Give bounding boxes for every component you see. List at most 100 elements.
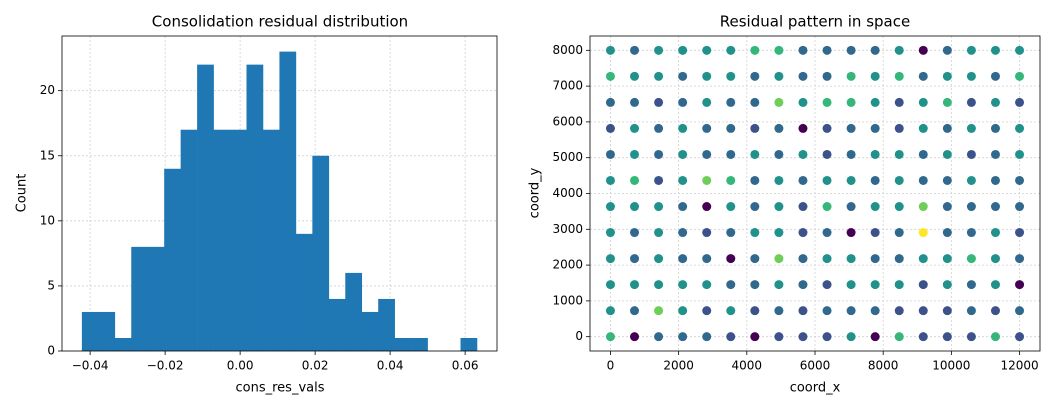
point — [774, 175, 784, 185]
point — [726, 45, 736, 55]
point — [870, 71, 880, 81]
point — [774, 254, 784, 264]
axes-frame — [589, 35, 1041, 352]
x-tick-label: 12000 — [1000, 359, 1038, 373]
point — [798, 332, 808, 342]
point — [1015, 123, 1025, 133]
point — [726, 202, 736, 212]
point — [894, 123, 904, 133]
point — [630, 123, 640, 133]
chart-title: Residual pattern in space — [720, 13, 910, 31]
x-tick-label: 0.06 — [452, 359, 479, 373]
point — [870, 45, 880, 55]
point — [654, 71, 664, 81]
bar — [164, 168, 181, 351]
point — [798, 175, 808, 185]
point — [678, 202, 688, 212]
point — [774, 202, 784, 212]
point — [846, 228, 856, 238]
point — [942, 175, 952, 185]
point — [750, 175, 760, 185]
x-axis-label: coord_x — [790, 381, 841, 396]
point — [1015, 71, 1025, 81]
y-tick-label: 7000 — [552, 79, 583, 93]
point — [654, 123, 664, 133]
y-axis-label: Count — [15, 174, 30, 213]
bar — [262, 129, 280, 351]
point — [918, 306, 928, 316]
point — [822, 97, 832, 107]
bar — [279, 51, 297, 351]
point — [678, 175, 688, 185]
point — [1015, 228, 1025, 238]
point — [654, 45, 664, 55]
point — [702, 306, 712, 316]
y-tick-label: 15 — [40, 148, 55, 162]
point — [726, 332, 736, 342]
x-tick-label: 10000 — [932, 359, 970, 373]
axes-frame — [61, 35, 498, 352]
point — [1015, 149, 1025, 159]
point — [846, 123, 856, 133]
point — [702, 254, 712, 264]
point — [918, 228, 928, 238]
point — [894, 71, 904, 81]
point — [990, 306, 1000, 316]
bar — [213, 129, 231, 351]
point — [1015, 280, 1025, 290]
point — [894, 332, 904, 342]
point — [822, 306, 832, 316]
point — [966, 280, 976, 290]
point — [990, 202, 1000, 212]
point — [966, 202, 976, 212]
x-tick-label: 4000 — [732, 359, 763, 373]
point — [894, 306, 904, 316]
point — [822, 280, 832, 290]
point — [750, 280, 760, 290]
point — [654, 228, 664, 238]
point — [750, 97, 760, 107]
point — [630, 202, 640, 212]
point — [630, 306, 640, 316]
point — [678, 228, 688, 238]
x-tick-label: 0.00 — [227, 359, 254, 373]
point — [750, 149, 760, 159]
point — [1015, 306, 1025, 316]
point — [726, 123, 736, 133]
point — [1015, 45, 1025, 55]
point — [1015, 97, 1025, 107]
x-tick-label: 0 — [607, 359, 615, 373]
point — [774, 97, 784, 107]
point — [918, 332, 928, 342]
point — [870, 202, 880, 212]
point — [942, 228, 952, 238]
point — [894, 45, 904, 55]
point — [1015, 332, 1025, 342]
bar — [246, 64, 264, 352]
point — [822, 123, 832, 133]
point — [750, 202, 760, 212]
point — [942, 71, 952, 81]
bar — [197, 64, 214, 352]
point — [702, 202, 712, 212]
x-tick-label: 0.02 — [302, 359, 329, 373]
point — [678, 254, 688, 264]
point — [990, 332, 1000, 342]
point — [918, 175, 928, 185]
bar — [180, 129, 198, 351]
y-tick-label: 1000 — [552, 293, 583, 307]
bar — [295, 233, 313, 351]
point — [894, 149, 904, 159]
point — [605, 228, 615, 238]
point — [798, 280, 808, 290]
point — [798, 254, 808, 264]
bar — [114, 337, 132, 351]
point — [990, 45, 1000, 55]
point — [822, 254, 832, 264]
point — [822, 332, 832, 342]
point — [942, 332, 952, 342]
point — [942, 45, 952, 55]
point — [750, 306, 760, 316]
point — [726, 306, 736, 316]
